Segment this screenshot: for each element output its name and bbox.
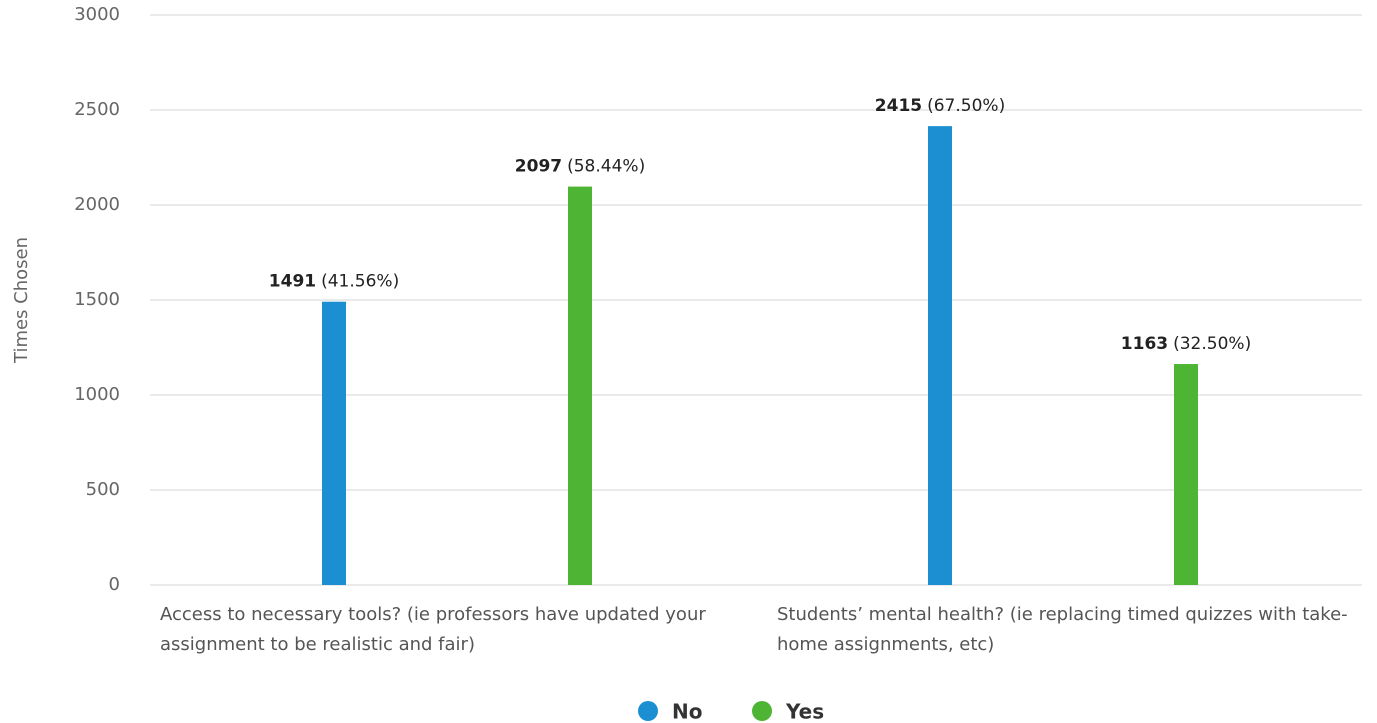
y-tick-label: 2500 [74,99,120,120]
data-label-percent: (32.50%) [1173,334,1251,354]
data-label-percent: (58.44%) [567,157,645,177]
data-label-percent: (41.56%) [321,272,399,292]
legend-swatch [752,701,772,721]
y-tick-label: 500 [86,479,120,500]
data-label-value: 1491 [269,272,316,292]
data-label: 2415 (67.50%) [875,96,1005,116]
y-axis-title: Times Chosen [11,237,32,364]
legend-swatch [638,701,658,721]
y-tick-label: 1000 [74,384,120,405]
data-label-value: 1163 [1121,334,1168,354]
data-label: 1163 (32.50%) [1121,334,1251,354]
bar [928,126,952,586]
data-label: 2097 (58.44%) [515,157,645,177]
data-label-percent: (67.50%) [927,96,1005,116]
bar [322,301,346,585]
y-tick-label: 3000 [74,4,120,25]
data-label: 1491 (41.56%) [269,272,399,292]
y-tick-label: 1500 [74,289,120,310]
data-label-value: 2097 [515,157,562,177]
x-tick-label: Access to necessary tools? (ie professor… [160,604,706,655]
bar [568,186,592,585]
x-tick-label: Students’ mental health? (ie replacing t… [777,604,1348,655]
legend-label: Yes [785,700,824,723]
data-label-value: 2415 [875,96,922,116]
y-tick-label: 2000 [74,194,120,215]
bar [1174,364,1198,585]
legend-label: No [672,700,702,723]
y-tick-label: 0 [109,574,120,595]
